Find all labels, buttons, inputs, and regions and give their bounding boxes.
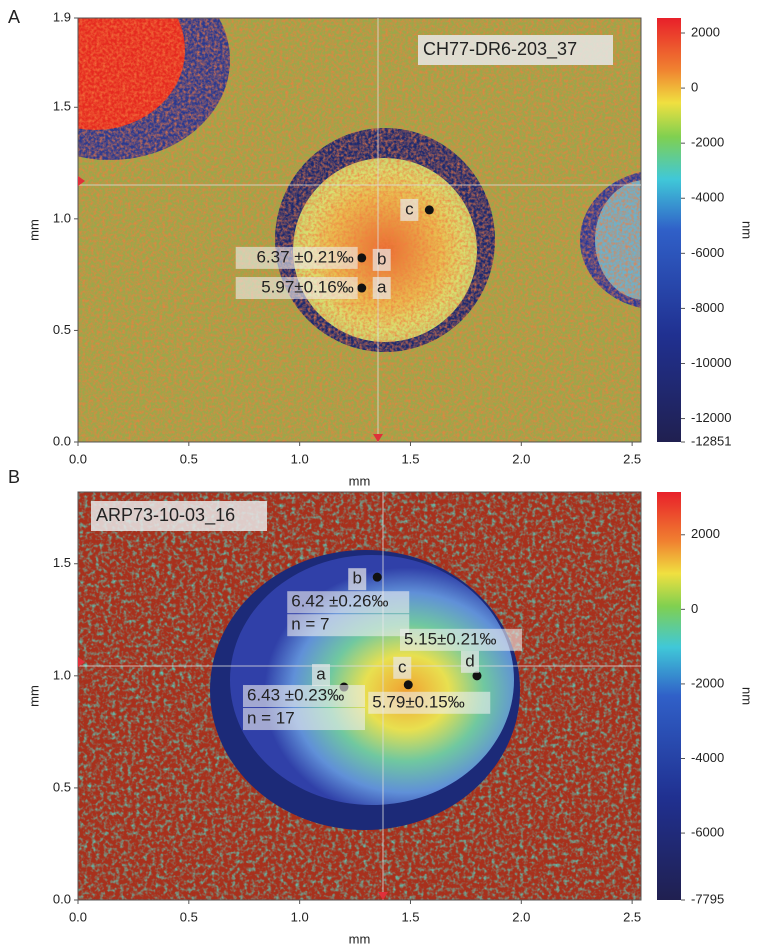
analysis-spot (372, 572, 382, 582)
y-tick-label: 0.5 (53, 779, 71, 794)
annotation-box (287, 614, 410, 637)
spot-letter-box (348, 568, 367, 591)
crosshair-marker (373, 434, 383, 442)
x-tick-label: 1.0 (291, 451, 309, 466)
x-tick-label: 0.0 (69, 909, 87, 924)
spot-letter-box (372, 248, 391, 271)
x-tick-label: 2.5 (623, 909, 641, 924)
x-tick-label: 1.0 (291, 909, 309, 924)
y-tick-label: 0.5 (53, 322, 71, 337)
annotation: 6.37 ±0.21‰ (256, 247, 353, 266)
panel-label: B (8, 467, 20, 487)
colorbar-tick-label: -6000 (691, 245, 724, 260)
colorbar-tick-label: 2000 (691, 24, 720, 39)
analysis-spot (403, 680, 413, 690)
spot-letter: a (377, 278, 387, 297)
sample-label: CH77-DR6-203_37 (423, 39, 577, 60)
annotation: n = 7 (291, 615, 329, 634)
annotation: 5.15±0.21‰ (404, 629, 497, 648)
annotation-box (242, 708, 365, 731)
spot-letter: d (465, 651, 474, 670)
crosshair-marker (78, 657, 85, 667)
x-tick-label: 0.0 (69, 451, 87, 466)
x-tick-label: 2.5 (623, 451, 641, 466)
spot-letter: b (377, 249, 386, 268)
crosshair-marker (378, 892, 388, 900)
analysis-spot (472, 671, 482, 681)
spot-letter-box (400, 198, 419, 221)
y-tick-label: 1.9 (53, 9, 71, 24)
y-tick-label: 0.0 (53, 433, 71, 448)
y-tick-label: 1.0 (53, 210, 71, 225)
colorbar-tick-label: -12851 (691, 433, 731, 448)
y-axis-label: mm (26, 685, 41, 707)
spot-letter: c (405, 199, 414, 218)
annotation: n = 17 (247, 709, 295, 728)
annotation-box (242, 685, 365, 708)
spot-letter: a (316, 665, 326, 684)
annotation-box (235, 246, 358, 269)
colorbar-tick-label: -6000 (691, 825, 724, 840)
annotation-box (399, 628, 522, 651)
colorbar-tick-label: -2000 (691, 135, 724, 150)
colorbar (657, 18, 681, 442)
spot-letter: c (398, 657, 407, 676)
annotation-box (235, 277, 358, 300)
x-tick-label: 2.0 (512, 909, 530, 924)
colorbar-tick-label: 0 (691, 80, 698, 95)
y-tick-label: 0.0 (53, 891, 71, 906)
colorbar-tick-label: -7795 (691, 891, 724, 906)
plot-frame (77, 17, 642, 443)
annotation-box (368, 691, 491, 714)
colorbar-tick-label: -12000 (691, 410, 731, 425)
colorbar-tick-label: -2000 (691, 675, 724, 690)
analysis-spot (357, 283, 367, 293)
y-tick-label: 1.5 (53, 99, 71, 114)
x-tick-label: 1.5 (401, 451, 419, 466)
sample-label-box (91, 501, 267, 531)
height-map (78, 18, 641, 442)
colorbar-tick-label: -10000 (691, 355, 731, 370)
x-tick-label: 1.5 (401, 909, 419, 924)
annotation: 6.42 ±0.26‰ (291, 592, 388, 611)
sample-label: ARP73-10-03_16 (96, 505, 235, 526)
x-tick-label: 2.0 (512, 451, 530, 466)
x-tick-label: 0.5 (180, 909, 198, 924)
x-axis-label: mm (349, 473, 371, 488)
spot-letter-box (460, 650, 479, 673)
spot-letter-box (372, 277, 391, 300)
colorbar (657, 492, 681, 900)
x-tick-label: 0.5 (180, 451, 198, 466)
colorbar-tick-label: 0 (691, 601, 698, 616)
analysis-spot (424, 205, 434, 215)
sample-label-box (418, 35, 613, 65)
annotation: 5.79±0.15‰ (372, 692, 465, 711)
crosshair-marker (78, 176, 85, 186)
spot-letter-box (393, 656, 412, 679)
colorbar-tick-label: 2000 (691, 526, 720, 541)
spot-letter: b (352, 569, 361, 588)
colorbar-tick-label: -8000 (691, 300, 724, 315)
annotation-box (287, 591, 410, 614)
colorbar-label: nm (740, 687, 755, 705)
colorbar-tick-label: -4000 (691, 190, 724, 205)
colorbar-tick-label: -4000 (691, 750, 724, 765)
panel-label: A (8, 7, 20, 27)
plot-frame (77, 491, 642, 901)
spot-letter-box (311, 664, 330, 687)
colorbar-label: nm (740, 221, 755, 239)
y-axis-label: mm (26, 219, 41, 241)
annotation: 5.97±0.16‰ (261, 278, 354, 297)
analysis-spot (357, 253, 367, 263)
y-tick-label: 1.5 (53, 555, 71, 570)
annotation: 6.43 ±0.23‰ (247, 686, 344, 705)
x-axis-label: mm (349, 931, 371, 946)
y-tick-label: 1.0 (53, 667, 71, 682)
